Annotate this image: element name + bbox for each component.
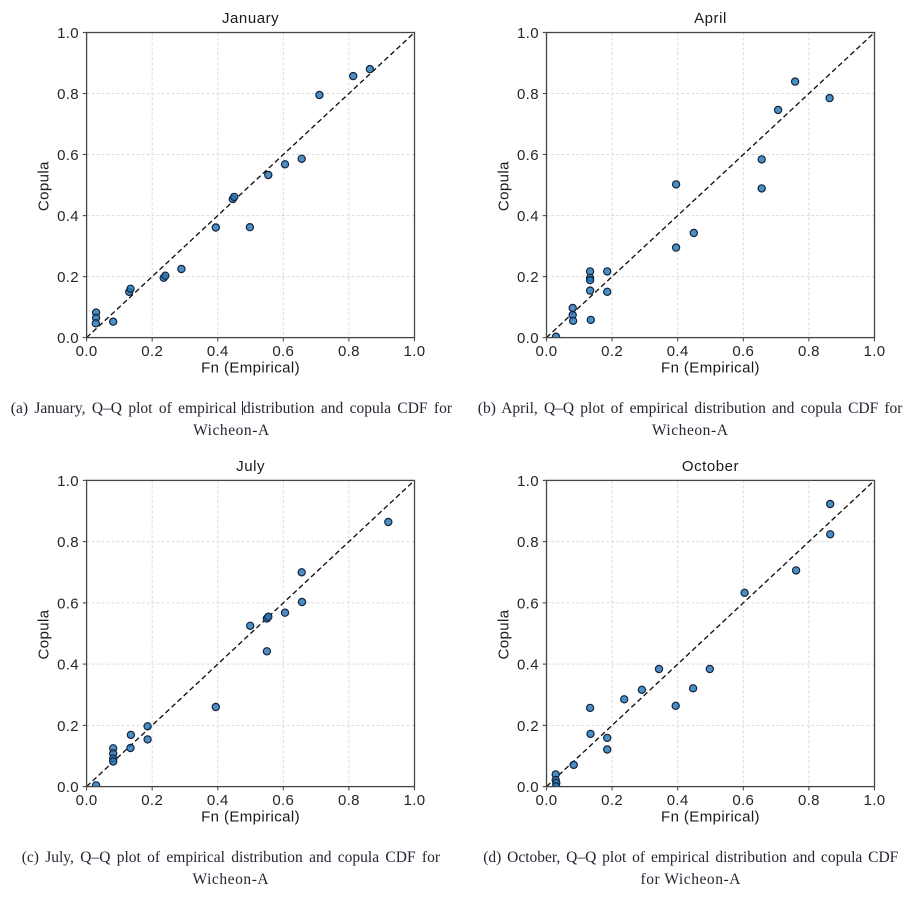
svg-text:1.0: 1.0 <box>864 792 886 809</box>
svg-text:0.8: 0.8 <box>57 534 79 551</box>
svg-text:0.2: 0.2 <box>601 343 623 360</box>
svg-text:0.0: 0.0 <box>76 792 98 809</box>
svg-text:1.0: 1.0 <box>404 343 426 360</box>
svg-text:Copula: Copula <box>36 609 53 659</box>
svg-text:0.8: 0.8 <box>338 792 360 809</box>
svg-text:0.4: 0.4 <box>207 343 229 360</box>
svg-text:0.4: 0.4 <box>57 208 79 225</box>
svg-text:0.8: 0.8 <box>57 86 79 103</box>
svg-text:0.0: 0.0 <box>57 779 79 796</box>
svg-text:0.6: 0.6 <box>732 343 754 360</box>
svg-text:1.0: 1.0 <box>517 25 539 42</box>
svg-text:0.2: 0.2 <box>141 343 163 360</box>
svg-text:0.2: 0.2 <box>517 718 539 735</box>
svg-text:0.2: 0.2 <box>57 269 79 286</box>
svg-text:Fn (Empirical): Fn (Empirical) <box>661 359 760 376</box>
svg-text:0.6: 0.6 <box>272 343 294 360</box>
svg-text:0.6: 0.6 <box>57 595 79 612</box>
svg-text:Copula: Copula <box>36 161 53 211</box>
svg-text:1.0: 1.0 <box>864 343 886 360</box>
svg-text:April: April <box>694 10 727 27</box>
svg-text:0.6: 0.6 <box>732 792 754 809</box>
svg-text:January: January <box>222 10 279 27</box>
svg-text:Fn (Empirical): Fn (Empirical) <box>201 359 300 376</box>
svg-text:1.0: 1.0 <box>57 25 79 42</box>
svg-text:0.6: 0.6 <box>517 147 539 164</box>
svg-text:0.2: 0.2 <box>141 792 163 809</box>
svg-text:0.4: 0.4 <box>667 792 689 809</box>
svg-text:1.0: 1.0 <box>517 473 539 490</box>
svg-text:0.4: 0.4 <box>207 792 229 809</box>
svg-text:1.0: 1.0 <box>404 792 426 809</box>
svg-text:Fn (Empirical): Fn (Empirical) <box>201 808 300 825</box>
svg-text:0.4: 0.4 <box>517 208 539 225</box>
svg-text:0.2: 0.2 <box>601 792 623 809</box>
svg-text:0.4: 0.4 <box>517 657 539 674</box>
svg-text:0.8: 0.8 <box>338 343 360 360</box>
svg-text:October: October <box>682 458 739 475</box>
svg-text:1.0: 1.0 <box>57 473 79 490</box>
svg-text:0.6: 0.6 <box>517 595 539 612</box>
svg-text:0.6: 0.6 <box>57 147 79 164</box>
svg-text:Fn (Empirical): Fn (Empirical) <box>661 808 760 825</box>
svg-text:0.8: 0.8 <box>517 534 539 551</box>
svg-text:0.8: 0.8 <box>798 343 820 360</box>
svg-text:0.0: 0.0 <box>517 330 539 347</box>
svg-text:0.2: 0.2 <box>517 269 539 286</box>
svg-text:Copula: Copula <box>496 161 513 211</box>
svg-text:0.0: 0.0 <box>536 343 558 360</box>
svg-text:0.0: 0.0 <box>76 343 98 360</box>
svg-text:July: July <box>236 458 265 475</box>
svg-text:0.0: 0.0 <box>517 779 539 796</box>
svg-text:0.2: 0.2 <box>57 718 79 735</box>
svg-text:0.0: 0.0 <box>57 330 79 347</box>
svg-text:0.8: 0.8 <box>798 792 820 809</box>
svg-text:Copula: Copula <box>496 609 513 659</box>
svg-text:0.6: 0.6 <box>272 792 294 809</box>
svg-text:0.0: 0.0 <box>536 792 558 809</box>
svg-text:0.4: 0.4 <box>57 657 79 674</box>
svg-text:0.8: 0.8 <box>517 86 539 103</box>
svg-text:0.4: 0.4 <box>667 343 689 360</box>
